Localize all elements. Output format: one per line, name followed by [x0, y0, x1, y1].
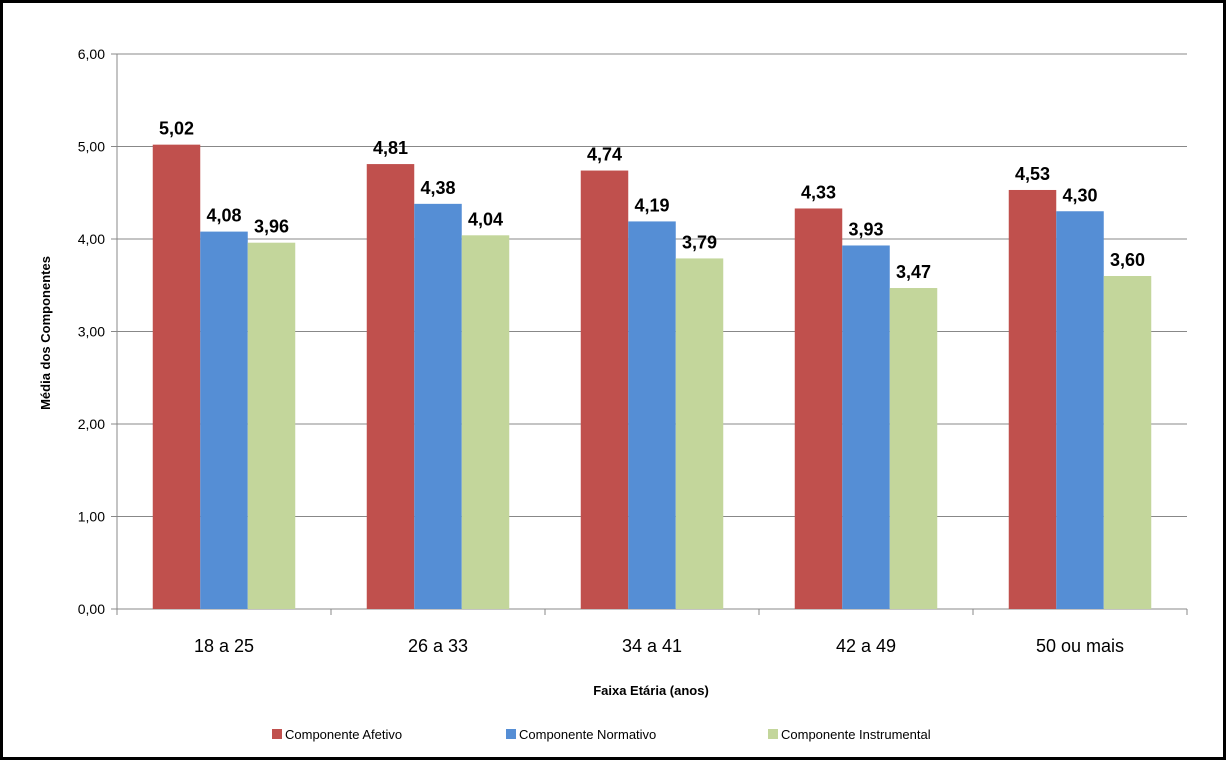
bar: [247, 242, 296, 609]
bar: [366, 164, 415, 609]
bar: [200, 231, 248, 609]
value-label: 3,96: [254, 217, 289, 237]
y-tick-label: 4,00: [78, 231, 105, 247]
x-category-label: 26 a 33: [408, 636, 468, 656]
value-labels: 5,02 4,08 3,96 4,81 4,38 4,04 4,74 4,19 3,79 4,33…: [159, 119, 1145, 282]
bar: [152, 144, 201, 609]
value-label: 3,93: [848, 219, 883, 239]
value-label: 4,53: [1015, 164, 1050, 184]
legend-swatch: [768, 729, 778, 739]
legend-swatch: [506, 729, 516, 739]
y-tick-label: 3,00: [78, 324, 105, 340]
y-tick-label: 1,00: [78, 509, 105, 525]
legend: Componente Afetivo Componente Normativo Co…: [272, 727, 931, 742]
bar: [414, 203, 462, 609]
value-label: 4,30: [1062, 185, 1097, 205]
y-axis-ticks: 0,00 1,00 2,00 3,00 4,00 5,00 6,00: [78, 46, 105, 617]
legend-swatch: [272, 729, 282, 739]
value-label: 3,79: [682, 232, 717, 252]
x-category-label: 50 ou mais: [1036, 636, 1124, 656]
x-category-label: 18 a 25: [194, 636, 254, 656]
bar: [842, 245, 890, 609]
x-axis-categories: 18 a 25 26 a 33 34 a 41 42 a 49 50 ou mais: [194, 636, 1124, 656]
y-tick-label: 0,00: [78, 601, 105, 617]
value-label: 4,38: [420, 178, 455, 198]
value-label: 4,81: [373, 138, 408, 158]
x-category-label: 34 a 41: [622, 636, 682, 656]
legend-label: Componente Afetivo: [285, 727, 402, 742]
y-tick-label: 2,00: [78, 416, 105, 432]
x-axis-title: Faixa Etária (anos): [593, 683, 709, 698]
value-label: 4,74: [587, 145, 622, 165]
bar: [628, 221, 676, 610]
bars: [152, 144, 1152, 610]
value-label: 4,08: [206, 206, 241, 226]
bar: [1103, 276, 1152, 609]
bar: [461, 235, 510, 610]
value-label: 3,47: [896, 262, 931, 282]
y-tick-label: 6,00: [78, 46, 105, 62]
x-category-label: 42 a 49: [836, 636, 896, 656]
legend-label: Componente Instrumental: [781, 727, 931, 742]
bar: [580, 170, 629, 610]
value-label: 4,33: [801, 182, 836, 202]
value-label: 4,19: [634, 195, 669, 215]
value-label: 5,02: [159, 119, 194, 139]
bar: [1056, 211, 1104, 609]
value-label: 3,60: [1110, 250, 1145, 270]
y-tick-label: 5,00: [78, 139, 105, 155]
bar: [675, 258, 724, 609]
y-axis-title: Média dos Componentes: [38, 256, 53, 410]
bar: [1008, 189, 1057, 609]
value-label: 4,04: [468, 209, 503, 229]
bar: [889, 288, 938, 609]
bar: [794, 208, 843, 609]
legend-label: Componente Normativo: [519, 727, 656, 742]
